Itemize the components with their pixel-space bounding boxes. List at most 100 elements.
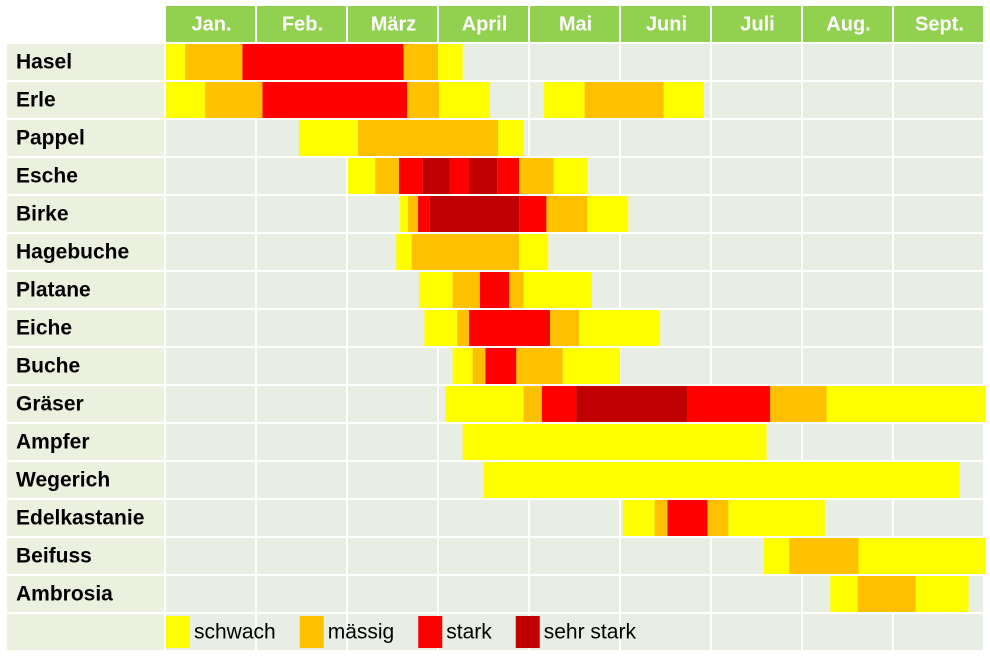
grid-cell: [712, 44, 801, 80]
grid-cell: [803, 310, 892, 346]
label-cell: [7, 234, 164, 270]
grid-cell: [621, 234, 710, 270]
season-segment: [396, 234, 412, 270]
label-cell: [7, 272, 164, 308]
season-segment: [205, 82, 263, 118]
row-label: Edelkastanie: [16, 507, 144, 530]
season-segment: [687, 386, 771, 422]
grid-cell: [712, 576, 801, 612]
grid-cell: [712, 272, 801, 308]
row-label: Hagebuche: [16, 241, 129, 264]
season-segment: [298, 120, 359, 156]
grid-cell: [894, 120, 983, 156]
grid-cell: [894, 44, 983, 80]
row-label: Birke: [16, 203, 69, 226]
season-segment: [523, 272, 592, 308]
grid-cell: [712, 310, 801, 346]
grid-cell: [803, 82, 892, 118]
grid-cell: [621, 272, 710, 308]
legend-label: schwach: [194, 621, 276, 644]
season-segment: [418, 196, 430, 232]
header-cell: [166, 6, 255, 42]
grid-cell: [348, 576, 437, 612]
grid-cell: [803, 424, 892, 460]
grid-cell: [166, 158, 255, 194]
row-label: Hasel: [16, 51, 72, 74]
label-cell: [7, 424, 164, 460]
season-segment: [707, 500, 729, 536]
season-segment: [858, 538, 985, 574]
label-cell: [7, 538, 164, 574]
season-segment: [541, 386, 577, 422]
month-label: Juli: [740, 13, 774, 35]
grid-cell: [257, 272, 346, 308]
season-segment: [398, 158, 423, 194]
month-label: Mai: [559, 13, 592, 35]
month-label: Juni: [646, 13, 687, 35]
label-cell: [7, 500, 164, 536]
row-label: Pappel: [16, 127, 85, 150]
grid-cell: [803, 196, 892, 232]
grid-cell: [712, 614, 801, 650]
grid-cell: [803, 272, 892, 308]
label-cell: [7, 82, 164, 118]
season-segment: [262, 82, 408, 118]
grid-cell: [166, 120, 255, 156]
season-segment: [407, 82, 439, 118]
grid-cell: [712, 120, 801, 156]
header-cell: [530, 6, 619, 42]
season-segment: [438, 44, 463, 80]
row-label: Eiche: [16, 317, 72, 340]
legend-swatch: [299, 616, 324, 648]
label-cell: [7, 462, 164, 498]
grid-cell: [348, 462, 437, 498]
grid-cell: [803, 120, 892, 156]
season-segment: [654, 500, 668, 536]
season-segment: [479, 272, 510, 308]
season-segment: [469, 158, 498, 194]
grid-cell: [530, 44, 619, 80]
grid-cell: [894, 614, 983, 650]
grid-cell: [257, 196, 346, 232]
season-segment: [483, 462, 960, 498]
row-label: Ambrosia: [16, 583, 113, 606]
season-segment: [348, 158, 376, 194]
season-segment: [523, 386, 542, 422]
season-segment: [553, 158, 588, 194]
season-segment: [485, 348, 517, 384]
season-segment: [915, 576, 969, 612]
season-segment: [576, 386, 688, 422]
grid-cell: [166, 348, 255, 384]
grid-cell: [803, 44, 892, 80]
season-segment: [445, 386, 524, 422]
label-cell: [7, 576, 164, 612]
grid-cell: [712, 234, 801, 270]
label-cell: [7, 386, 164, 422]
grid-cell: [803, 158, 892, 194]
legend-label: sehr stark: [544, 621, 637, 644]
grid-cell: [712, 158, 801, 194]
label-cell: [7, 44, 164, 80]
season-segment: [422, 158, 450, 194]
season-segment: [358, 120, 499, 156]
grid-cell: [439, 614, 528, 650]
row-label: Gräser: [16, 393, 84, 416]
season-segment: [424, 310, 458, 346]
header-cell: [621, 6, 710, 42]
grid-cell: [712, 196, 801, 232]
row-label: Platane: [16, 279, 91, 302]
grid-cell: [803, 348, 892, 384]
grid-cell: [348, 386, 437, 422]
grid-cell: [530, 614, 619, 650]
grid-cell: [257, 310, 346, 346]
season-segment: [579, 310, 661, 346]
header-cell: [257, 6, 346, 42]
season-segment: [418, 272, 453, 308]
legend-label: stark: [446, 621, 492, 644]
season-segment: [770, 386, 827, 422]
season-segment: [857, 576, 916, 612]
grid-cell: [894, 348, 983, 384]
legend-label: mässig: [328, 621, 395, 644]
season-segment: [439, 82, 490, 118]
grid-cell: [166, 462, 255, 498]
